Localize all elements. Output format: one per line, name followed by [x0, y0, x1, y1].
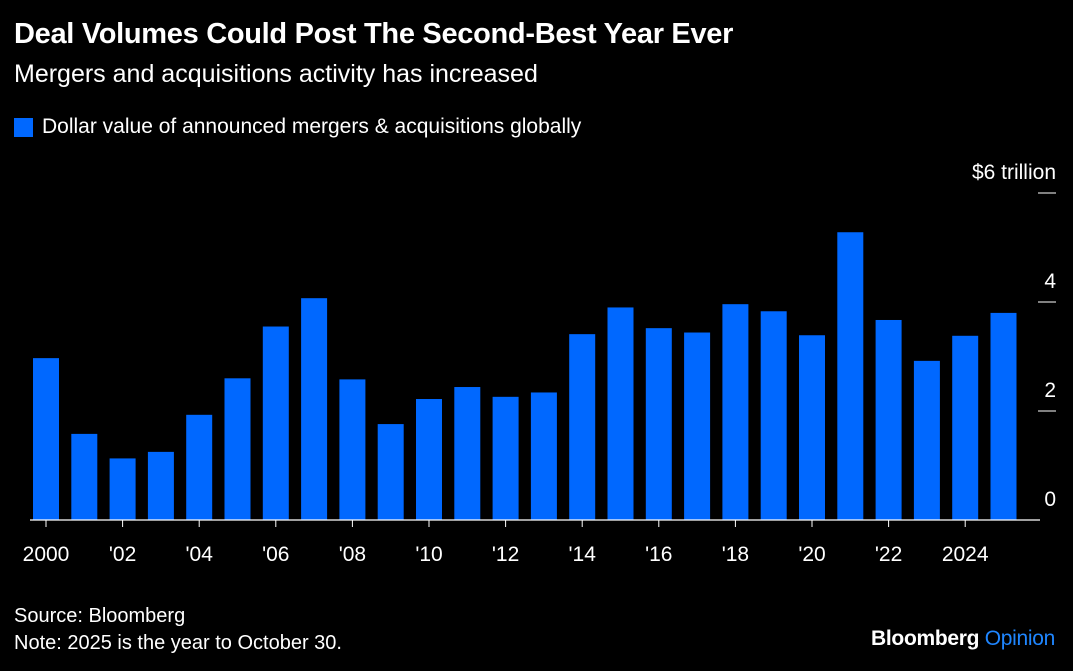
bar-2017	[684, 332, 711, 520]
x-tick-label: '18	[722, 543, 749, 566]
note-text: Note: 2025 is the year to October 30.	[14, 632, 342, 654]
bar-2005	[224, 378, 251, 520]
legend-swatch	[14, 117, 33, 137]
bar-2007	[301, 298, 328, 520]
bar-2000	[33, 358, 59, 520]
bar-chart: 0 2 4 $6 trillion 2000 '02 '04 '06 '08 '10 '12 '14 '…	[23, 161, 1057, 566]
bar-2021	[837, 232, 864, 521]
bar-2011	[454, 387, 481, 520]
bar-2001	[71, 433, 98, 520]
bar-2008	[339, 379, 366, 520]
source-text: Source: Bloomberg	[14, 605, 186, 627]
x-tick-label: '12	[492, 543, 519, 566]
x-tick-label: '08	[339, 543, 366, 566]
x-tick-label: '10	[415, 543, 442, 566]
bar-2019	[760, 311, 787, 520]
bar-2013	[530, 392, 557, 520]
bar-2016	[645, 328, 672, 520]
bar-2015	[607, 307, 634, 520]
bar-2022	[875, 319, 902, 520]
bar-2006	[262, 326, 289, 520]
x-tick-label: 2024	[942, 543, 989, 566]
bar-2012	[492, 396, 519, 520]
bar-2018	[722, 304, 749, 520]
brand-logo: Bloomberg Opinion	[871, 627, 1055, 651]
bar-2024	[952, 335, 979, 520]
bar-2003	[147, 451, 174, 520]
x-tick-label: '22	[875, 543, 902, 566]
chart-subtitle: Mergers and acquisitions activity has in…	[14, 60, 538, 88]
legend-label: Dollar value of announced mergers & acqu…	[42, 115, 582, 138]
x-tick-label: '02	[109, 543, 136, 566]
chart-title: Deal Volumes Could Post The Second-Best …	[14, 18, 734, 50]
y-tick-label: 4	[1044, 270, 1056, 293]
x-tick-label: '16	[645, 543, 672, 566]
bar-2014	[569, 334, 596, 520]
y-tick-label: $6 trillion	[972, 161, 1056, 184]
y-tick-label: 0	[1044, 488, 1056, 511]
x-tick-label: '20	[798, 543, 825, 566]
legend: Dollar value of announced mergers & acqu…	[14, 115, 581, 139]
bar-2010	[416, 399, 442, 520]
brand-name: Bloomberg	[871, 627, 980, 650]
bar-2025	[990, 312, 1017, 520]
bar-2002	[109, 458, 136, 520]
x-tick-label: '04	[186, 543, 214, 566]
bar-2004	[186, 414, 213, 520]
bar-2020	[799, 335, 825, 520]
x-tick-label: '14	[569, 543, 597, 566]
y-tick-label: 2	[1044, 379, 1056, 402]
x-tick-label: '06	[262, 543, 289, 566]
bar-2023	[913, 360, 940, 520]
bar-2009	[377, 424, 404, 520]
x-tick-label: 2000	[23, 543, 70, 566]
brand-opinion: Opinion	[984, 627, 1056, 650]
